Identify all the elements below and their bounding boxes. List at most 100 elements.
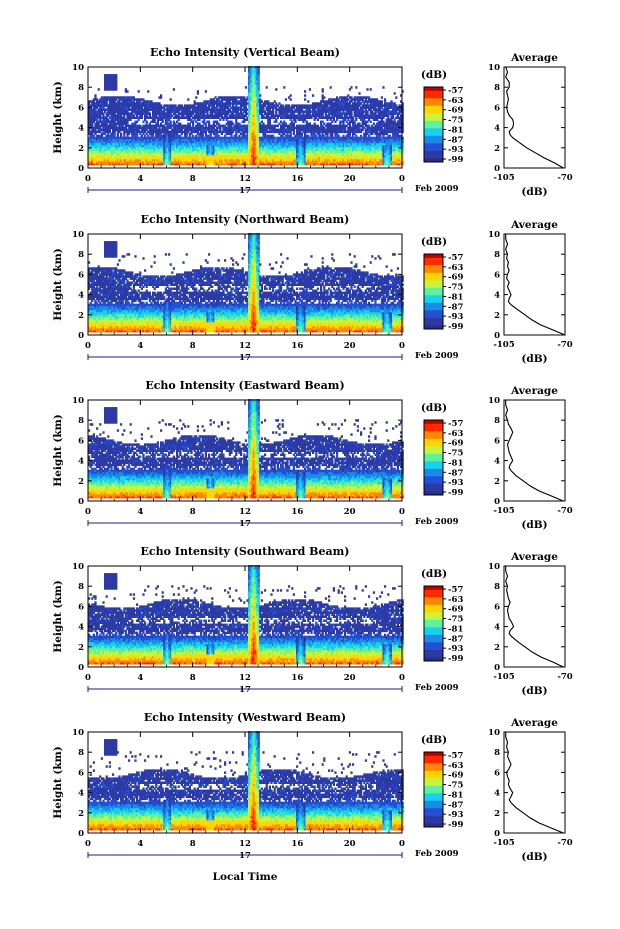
y-tick-label: 6 xyxy=(78,768,84,778)
x-tick-label: 0 xyxy=(85,341,91,351)
average-x-tick-label: -70 xyxy=(557,672,572,682)
y-axis-label: Height (km) xyxy=(52,414,64,486)
y-axis-label: Height (km) xyxy=(52,248,64,320)
average-profile-line xyxy=(506,234,565,335)
average-y-tick-label: 4 xyxy=(494,457,500,467)
x-tick-label: 0 xyxy=(399,174,405,184)
colorbar-tick-label: -99 xyxy=(448,322,463,332)
x-axis-label: Local Time xyxy=(213,871,278,883)
colorbar-tick-label: -57 xyxy=(448,751,463,761)
average-title: Average xyxy=(510,717,558,729)
panel-0: Echo Intensity (Vertical Beam)0246810Hei… xyxy=(52,46,573,198)
average-profile-line xyxy=(506,400,564,501)
average-x-tick-label: -70 xyxy=(557,173,572,183)
x-tick-label: 4 xyxy=(137,839,143,849)
colorbar-tick-label: -99 xyxy=(448,488,463,498)
y-tick-label: 2 xyxy=(78,809,84,819)
y-axis-label: Height (km) xyxy=(52,746,64,818)
colorbar-tick-label: -87 xyxy=(448,302,463,312)
average-xlabel: (dB) xyxy=(521,685,547,697)
x-tick-label: 12 xyxy=(239,839,251,849)
colorbar-tick-label: -69 xyxy=(448,605,463,615)
colorbar-tick-label: -81 xyxy=(448,458,463,468)
y-tick-label: 4 xyxy=(78,124,84,134)
x-tick-label: 12 xyxy=(239,174,251,184)
y-axis-label: Height (km) xyxy=(52,580,64,652)
y-tick-label: 0 xyxy=(78,497,84,507)
average-y-tick-label: 2 xyxy=(494,311,500,321)
panel-title: Echo Intensity (Eastward Beam) xyxy=(145,379,344,392)
date-label: Feb 2009 xyxy=(415,849,459,859)
x-tick-label: 12 xyxy=(239,507,251,517)
x-tick-label: 4 xyxy=(137,507,143,517)
colorbar-unit: (dB) xyxy=(421,734,447,746)
x-tick-label: 16 xyxy=(291,839,303,849)
average-y-tick-label: 4 xyxy=(494,623,500,633)
colorbar-tick-label: -63 xyxy=(448,263,463,273)
colorbar-tick-label: -57 xyxy=(448,253,463,263)
x-tick-label: 16 xyxy=(291,341,303,351)
x-tick-label: 20 xyxy=(344,341,356,351)
date-label: Feb 2009 xyxy=(415,351,459,361)
colorbar-unit: (dB) xyxy=(421,402,447,414)
x-tick-label: 12 xyxy=(239,673,251,683)
average-title: Average xyxy=(510,385,558,397)
colorbar-tick-label: -99 xyxy=(448,155,463,165)
x-tick-label: 0 xyxy=(85,507,91,517)
colorbar-tick-label: -69 xyxy=(448,771,463,781)
x-tick-label: 16 xyxy=(291,174,303,184)
average-x-tick-label: -70 xyxy=(557,838,572,848)
average-y-tick-label: 2 xyxy=(494,144,500,154)
x-tick-label: 8 xyxy=(190,839,196,849)
average-y-tick-label: 8 xyxy=(494,748,500,758)
y-tick-label: 8 xyxy=(78,416,84,426)
average-y-tick-label: 2 xyxy=(494,643,500,653)
average-y-tick-label: 10 xyxy=(488,230,500,240)
average-frame xyxy=(504,566,565,667)
x-tick-label: 20 xyxy=(344,174,356,184)
x-tick-label: 0 xyxy=(399,673,405,683)
average-x-tick-label: -70 xyxy=(557,340,572,350)
y-tick-label: 6 xyxy=(78,270,84,280)
colorbar-tick-label: -57 xyxy=(448,86,463,96)
day-label: 17 xyxy=(239,519,251,529)
average-profile-line xyxy=(506,67,564,168)
colorbar-tick-label: -63 xyxy=(448,761,463,771)
colorbar-tick-label: -69 xyxy=(448,439,463,449)
x-tick-label: 0 xyxy=(399,839,405,849)
average-x-tick-label: -105 xyxy=(493,838,514,848)
y-tick-label: 10 xyxy=(72,230,84,240)
colorbar-tick-label: -63 xyxy=(448,595,463,605)
x-tick-label: 12 xyxy=(239,341,251,351)
y-tick-label: 2 xyxy=(78,311,84,321)
colorbar-tick-label: -75 xyxy=(448,781,463,791)
panel-title: Echo Intensity (Westward Beam) xyxy=(144,711,346,724)
colorbar-unit: (dB) xyxy=(421,69,447,81)
average-frame xyxy=(504,400,565,501)
x-tick-label: 0 xyxy=(399,507,405,517)
average-y-tick-label: 10 xyxy=(488,728,500,738)
colorbar-tick-label: -87 xyxy=(448,800,463,810)
colorbar-tick-label: -93 xyxy=(448,478,463,488)
average-y-tick-label: 6 xyxy=(494,768,500,778)
y-tick-label: 0 xyxy=(78,164,84,174)
panel-4: Echo Intensity (Westward Beam) 0 2 4 6 8 10 Hei… xyxy=(52,711,573,883)
average-xlabel: (dB) xyxy=(521,519,547,531)
average-x-tick-label: -105 xyxy=(493,672,514,682)
colorbar-tick-label: -81 xyxy=(448,624,463,634)
average-xlabel: (dB) xyxy=(521,186,547,198)
y-tick-label: 8 xyxy=(78,748,84,758)
heatmap-cells xyxy=(88,233,404,332)
average-x-tick-label: -105 xyxy=(493,340,514,350)
day-label: 17 xyxy=(239,851,251,861)
colorbar-tick-label: -93 xyxy=(448,145,463,155)
colorbar-tick-label: -57 xyxy=(448,419,463,429)
y-tick-label: 2 xyxy=(78,643,84,653)
y-tick-label: 8 xyxy=(78,582,84,592)
x-tick-label: 20 xyxy=(344,839,356,849)
colorbar-tick-label: -81 xyxy=(448,790,463,800)
date-label: Feb 2009 xyxy=(415,683,459,693)
y-tick-label: 0 xyxy=(78,829,84,839)
date-label: Feb 2009 xyxy=(415,517,459,527)
